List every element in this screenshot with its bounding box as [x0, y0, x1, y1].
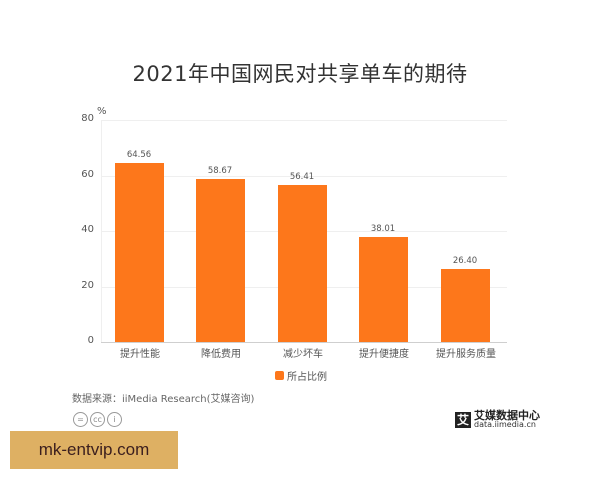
iimedia-logo: 艾 艾媒数据中心 data.iimedia.cn: [455, 410, 540, 429]
value-label: 38.01: [370, 224, 396, 234]
y-tick-0: 0: [87, 335, 94, 346]
logo-mark-icon: 艾: [455, 411, 471, 428]
x-label: 提升便捷度: [359, 349, 409, 360]
y-tick-60: 60: [81, 169, 94, 180]
bar-提升便捷度: [359, 237, 408, 342]
logo-url: data.iimedia.cn: [474, 420, 536, 429]
x-label: 降低费用: [201, 349, 241, 360]
bar-提升服务质量: [441, 269, 490, 342]
value-label: 64.56: [126, 150, 152, 160]
bar-减少坏车: [278, 185, 327, 342]
value-label: 56.41: [289, 172, 315, 182]
x-axis-line: [101, 342, 507, 343]
x-label: 提升性能: [120, 349, 160, 360]
y-tick-40: 40: [81, 224, 94, 235]
y-axis-unit: %: [97, 106, 107, 117]
gridline: [101, 120, 507, 121]
value-label: 58.67: [207, 166, 233, 176]
y-tick-20: 20: [81, 280, 94, 291]
bar-提升性能: [115, 163, 164, 342]
gridline: [101, 176, 507, 177]
legend[interactable]: 所占比例: [275, 368, 327, 383]
logo-name: 艾媒数据中心: [474, 409, 540, 422]
source-note: 数据来源：iiMedia Research(艾媒咨询): [72, 394, 255, 405]
license-icons: = cc i: [73, 412, 122, 427]
watermark-banner: mk-entvip.com: [10, 431, 178, 469]
plot-area: 64.56 58.67 56.41 38.01 26.40 提升性能 降低费用 …: [101, 120, 507, 360]
legend-swatch: [275, 371, 284, 380]
attribution-icon: i: [107, 412, 122, 427]
bar-降低费用: [196, 179, 245, 342]
y-tick-80: 80: [81, 113, 94, 124]
no-derivatives-icon: =: [73, 412, 88, 427]
creative-commons-icon: cc: [90, 412, 105, 427]
x-label: 提升服务质量: [436, 349, 496, 360]
chart-title: 2021年中国网民对共享单车的期待: [132, 62, 468, 86]
value-label: 26.40: [452, 256, 478, 266]
x-label: 减少坏车: [283, 349, 323, 360]
legend-label: 所占比例: [287, 372, 327, 383]
